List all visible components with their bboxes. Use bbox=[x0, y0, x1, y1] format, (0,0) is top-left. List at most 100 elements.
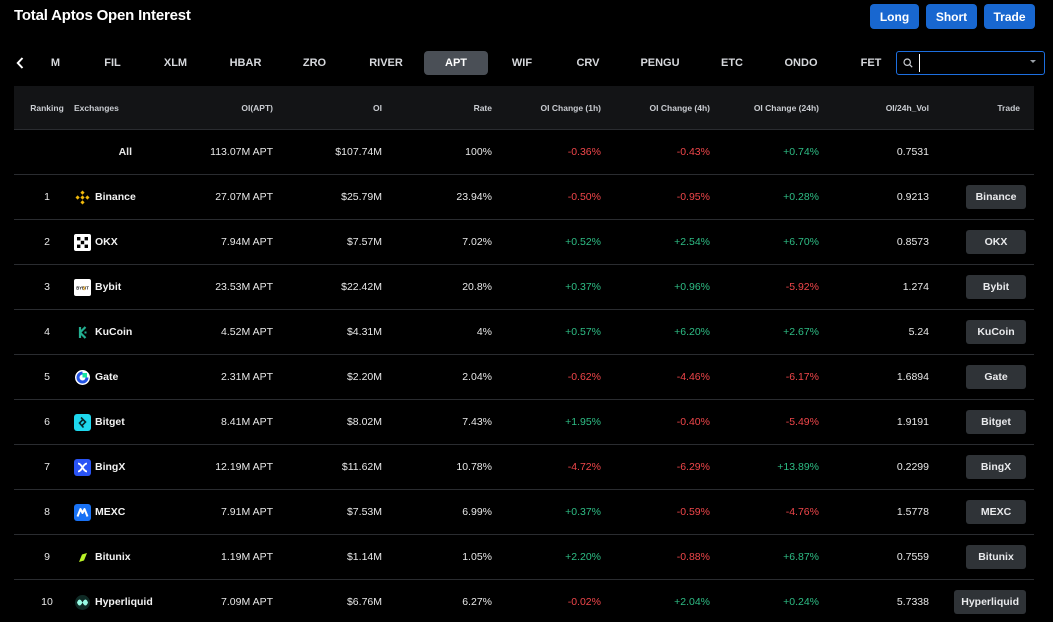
oi-change-24h-cell: -6.17% bbox=[785, 371, 819, 383]
trade-bitget-button[interactable]: Bitget bbox=[966, 410, 1026, 434]
tab-wif[interactable]: WIF bbox=[511, 57, 533, 69]
exchange-cell: KuCoin bbox=[74, 310, 204, 354]
coin-tabs: M FIL XLM HBAR ZRO RIVER APT WIF CRV PENGU ETC ONDO… bbox=[0, 51, 1053, 75]
exchange-name: BingX bbox=[95, 461, 126, 473]
oi-change-1h-cell: +1.95% bbox=[565, 416, 601, 428]
search-box[interactable] bbox=[896, 51, 1045, 75]
trade-cell: MEXC bbox=[944, 490, 1026, 534]
all-oi-vol: 0.7531 bbox=[896, 146, 929, 158]
oi-cell: $2.20M bbox=[346, 371, 382, 383]
short-button[interactable]: Short bbox=[926, 4, 977, 29]
tab-crv[interactable]: CRV bbox=[576, 57, 600, 69]
oi-cell: $4.31M bbox=[346, 326, 382, 338]
table-row: 9 Bitunix 1.19M APT $1.14M 1.05% +2.20% -0.88%… bbox=[14, 535, 1034, 580]
oi-change-1h-cell: -0.62% bbox=[567, 371, 601, 383]
header-oi-vol: OI/24h_Vol bbox=[885, 102, 929, 113]
trade-button[interactable]: Trade bbox=[984, 4, 1035, 29]
trade-mexc-button[interactable]: MEXC bbox=[966, 500, 1026, 524]
trade-hyperliquid-button[interactable]: Hyperliquid bbox=[954, 590, 1026, 614]
oi-change-4h-cell: +2.54% bbox=[674, 236, 710, 248]
tab-hbar[interactable]: HBAR bbox=[229, 57, 262, 69]
exchange-gate: Gate bbox=[74, 369, 118, 386]
tab-fet[interactable]: FET bbox=[860, 57, 882, 69]
rank-cell: 3 bbox=[44, 281, 50, 293]
oi-change-24h-cell: +13.89% bbox=[777, 461, 819, 473]
exchange-binance: Binance bbox=[74, 189, 136, 206]
table-row: 3 BYBIT Bybit 23.53M APT $22.42M 20.8% +0.37% +… bbox=[14, 265, 1034, 310]
mexc-logo-icon bbox=[74, 503, 91, 521]
trade-kucoin-button[interactable]: KuCoin bbox=[966, 320, 1026, 344]
gate-logo-icon bbox=[74, 369, 91, 386]
exchange-bitget: Bitget bbox=[74, 413, 125, 431]
chevron-left-icon[interactable] bbox=[12, 51, 28, 75]
oi-change-1h-cell: -0.50% bbox=[567, 191, 601, 203]
exchange-name: MEXC bbox=[95, 506, 126, 518]
oi-change-1h-cell: +0.57% bbox=[565, 326, 601, 338]
table-row: 5 Gate 2.31M APT $2.20M 2.04% -0.62% -4.46% -6.… bbox=[14, 355, 1034, 400]
oi-vol-cell: 0.7559 bbox=[896, 551, 929, 563]
exchange-cell: Hyperliquid bbox=[74, 580, 204, 622]
trade-binance-button[interactable]: Binance bbox=[966, 185, 1026, 209]
oi-change-4h-cell: -0.40% bbox=[676, 416, 710, 428]
all-oi-change-4h: -0.43% bbox=[676, 146, 710, 158]
header-oi: OI bbox=[373, 102, 382, 113]
trade-cell: Bybit bbox=[944, 265, 1026, 309]
exchange-name: Gate bbox=[95, 371, 119, 383]
rank-cell: 7 bbox=[44, 461, 50, 473]
rank-cell: 4 bbox=[44, 326, 50, 338]
oi-change-1h-cell: +0.52% bbox=[565, 236, 601, 248]
okx-logo-icon bbox=[74, 233, 91, 251]
rank-cell: 9 bbox=[44, 551, 50, 563]
tab-river[interactable]: RIVER bbox=[369, 57, 403, 69]
rank-cell: 1 bbox=[44, 191, 50, 203]
oi-cell: $6.76M bbox=[346, 596, 382, 608]
trade-gate-button[interactable]: Gate bbox=[966, 365, 1026, 389]
exchange-name: Bitunix bbox=[95, 551, 131, 563]
oi-change-4h-cell: -0.88% bbox=[676, 551, 710, 563]
oi-apt-cell: 27.07M APT bbox=[215, 191, 273, 203]
long-button[interactable]: Long bbox=[870, 4, 919, 29]
tab-etc[interactable]: ETC bbox=[721, 57, 743, 69]
tab-ondo[interactable]: ONDO bbox=[784, 57, 818, 69]
oi-change-1h-cell: -0.02% bbox=[567, 596, 601, 608]
table-row: 10 Hyperliquid 7.09M APT $6.76M 6.27% -0.02% +… bbox=[14, 580, 1034, 622]
table-row: 6 Bitget 8.41M APT $8.02M 7.43% +1.95% -0.40% -… bbox=[14, 400, 1034, 445]
exchange-cell: Gate bbox=[74, 355, 204, 399]
tab-xlm[interactable]: XLM bbox=[163, 57, 188, 69]
oi-cell: $7.53M bbox=[346, 506, 382, 518]
trade-bybit-button[interactable]: Bybit bbox=[966, 275, 1026, 299]
exchange-bingx: BingX bbox=[74, 458, 126, 476]
tab-apt[interactable]: APT bbox=[424, 51, 488, 75]
exchange-name: Bitget bbox=[95, 416, 125, 428]
binance-logo-icon bbox=[74, 189, 91, 206]
trade-bitunix-button[interactable]: Bitunix bbox=[966, 545, 1026, 569]
oi-change-24h-cell: -4.76% bbox=[785, 506, 819, 518]
oi-apt-cell: 23.53M APT bbox=[215, 281, 273, 293]
oi-change-24h-cell: +0.28% bbox=[783, 191, 819, 203]
oi-vol-cell: 5.7338 bbox=[896, 596, 929, 608]
oi-apt-cell: 7.94M APT bbox=[221, 236, 273, 248]
tab-fil[interactable]: FIL bbox=[104, 57, 121, 69]
table-row: 8 MEXC 7.91M APT $7.53M 6.99% +0.37% -0.59% -4.… bbox=[14, 490, 1034, 535]
trade-okx-button[interactable]: OKX bbox=[966, 230, 1026, 254]
oi-change-1h-cell: +0.37% bbox=[565, 506, 601, 518]
bitget-logo-icon bbox=[74, 413, 91, 431]
header-oi-change-1h: OI Change (1h) bbox=[540, 102, 601, 113]
exchange-cell: OKX bbox=[74, 220, 204, 264]
search-icon bbox=[903, 58, 913, 68]
chevron-down-icon[interactable] bbox=[1030, 60, 1036, 63]
trade-cell: Binance bbox=[944, 175, 1026, 219]
tab-pengu[interactable]: PENGU bbox=[640, 57, 680, 69]
search-input[interactable] bbox=[919, 54, 1023, 72]
trade-bingx-button[interactable]: BingX bbox=[966, 455, 1026, 479]
tab-m[interactable]: M bbox=[50, 57, 61, 69]
tab-zro[interactable]: ZRO bbox=[302, 57, 327, 69]
oi-cell: $22.42M bbox=[341, 281, 382, 293]
oi-change-1h-cell: +2.20% bbox=[565, 551, 601, 563]
oi-change-24h-cell: -5.92% bbox=[785, 281, 819, 293]
header-oi-apt: OI(APT) bbox=[241, 102, 273, 113]
kucoin-logo-icon bbox=[74, 324, 91, 341]
trade-cell: OKX bbox=[944, 220, 1026, 264]
oi-change-4h-cell: -6.29% bbox=[676, 461, 710, 473]
oi-apt-cell: 8.41M APT bbox=[221, 416, 273, 428]
